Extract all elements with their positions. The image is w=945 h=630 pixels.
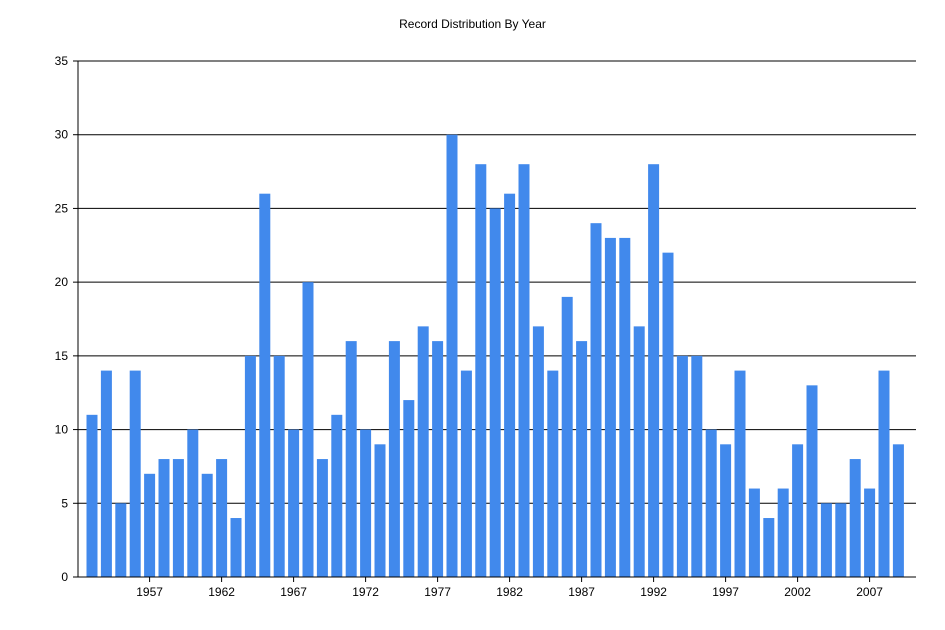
bar-1997 (720, 444, 732, 577)
y-tick-label: 20 (55, 275, 69, 289)
bar-1977 (432, 341, 444, 577)
bar-2000 (763, 518, 775, 577)
bar-1986 (561, 296, 573, 577)
bar-2005 (835, 503, 847, 577)
bar-1974 (388, 341, 400, 577)
bar-2003 (806, 385, 818, 577)
bar-1988 (590, 223, 602, 577)
x-tick-label: 1972 (352, 585, 379, 599)
bar-1953 (86, 414, 98, 577)
axes (73, 60, 916, 582)
bar-1969 (316, 459, 328, 577)
bar-1963 (230, 518, 242, 577)
x-tick-label: 1967 (280, 585, 307, 599)
bar-1961 (201, 473, 213, 577)
bar-2008 (878, 370, 890, 577)
bar-1999 (748, 488, 760, 577)
x-tick-label: 2007 (856, 585, 883, 599)
bar-1984 (532, 326, 544, 577)
bar-1960 (187, 429, 199, 577)
y-tick-label: 5 (61, 496, 68, 510)
bar-1982 (504, 193, 516, 577)
bar-1970 (331, 414, 343, 577)
bar-2004 (820, 503, 832, 577)
x-tick-label: 1962 (208, 585, 235, 599)
bar-1965 (259, 193, 271, 577)
bar-1985 (547, 370, 559, 577)
x-tick-label: 2002 (784, 585, 811, 599)
bar-2007 (864, 488, 876, 577)
bar-1972 (360, 429, 372, 577)
bar-1995 (691, 355, 703, 577)
bar-1962 (216, 459, 228, 577)
y-tick-label: 30 (55, 128, 69, 142)
bar-1989 (604, 237, 616, 577)
x-tick-label: 1987 (568, 585, 595, 599)
bar-2006 (849, 459, 861, 577)
bar-1980 (475, 164, 487, 577)
y-tick-label: 15 (55, 349, 69, 363)
y-tick-label: 25 (55, 201, 69, 215)
bar-1954 (100, 370, 112, 577)
bar-1964 (244, 355, 256, 577)
bar-1957 (144, 473, 156, 577)
bar-1993 (662, 252, 674, 577)
y-tick-label: 10 (55, 423, 69, 437)
bars (86, 134, 904, 577)
y-tick-label: 0 (61, 570, 68, 584)
x-tick-labels: 1957 1962 1967 1972 1977 1982 1987 1992 1997 2002… (136, 585, 883, 599)
bar-1981 (489, 208, 501, 577)
bar-1976 (417, 326, 429, 577)
bar-1971 (345, 341, 357, 577)
bar-1967 (288, 429, 300, 577)
bar-1978 (446, 134, 458, 577)
bar-1990 (619, 237, 631, 577)
y-tick-labels: 0 5 10 15 20 25 30 35 (55, 54, 69, 584)
bar-1955 (115, 503, 127, 577)
bar-1994 (676, 355, 688, 577)
x-tick-label: 1997 (712, 585, 739, 599)
bar-1983 (518, 164, 530, 577)
bar-1975 (403, 400, 415, 577)
x-tick-label: 1977 (424, 585, 451, 599)
bar-1979 (460, 370, 472, 577)
bar-2009 (892, 444, 904, 577)
x-tick-label: 1957 (136, 585, 163, 599)
bar-1987 (576, 341, 588, 577)
chart-title: Record Distribution By Year (399, 17, 546, 31)
bar-1966 (273, 355, 285, 577)
x-tick-label: 1992 (640, 585, 667, 599)
bar-2002 (792, 444, 804, 577)
bar-1992 (648, 164, 660, 577)
y-tick-label: 35 (55, 54, 69, 68)
bar-1958 (158, 459, 170, 577)
bar-1998 (734, 370, 746, 577)
x-tick-label: 1982 (496, 585, 523, 599)
bar-1956 (129, 370, 141, 577)
bar-1991 (633, 326, 645, 577)
bar-1959 (172, 459, 184, 577)
bar-1996 (705, 429, 717, 577)
bar-1973 (374, 444, 386, 577)
bar-2001 (777, 488, 789, 577)
bar-1968 (302, 282, 314, 577)
